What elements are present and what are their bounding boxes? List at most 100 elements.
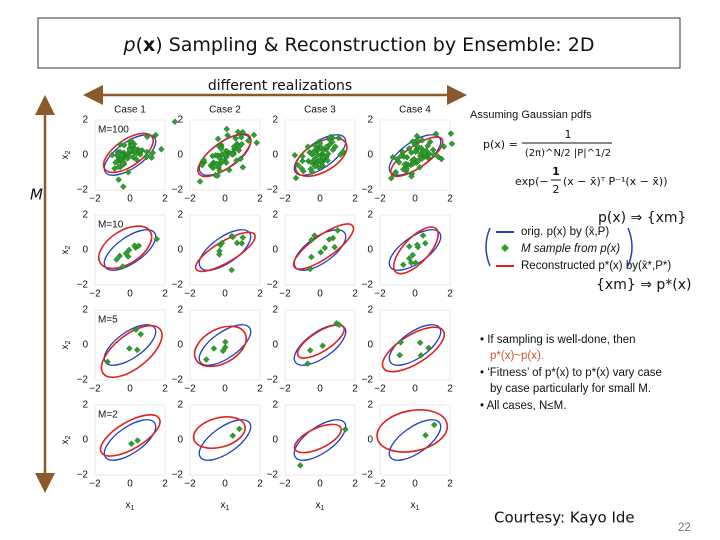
sample-point bbox=[329, 146, 337, 154]
sample-point bbox=[406, 243, 413, 250]
sample-point bbox=[108, 151, 116, 159]
y-tick-label: 0 bbox=[177, 245, 183, 256]
bullet-line: by case particularly for small M. bbox=[490, 383, 651, 395]
x-tick-label: 0 bbox=[317, 384, 323, 395]
sample-point bbox=[148, 154, 155, 161]
x-tick-label: 2 bbox=[257, 384, 263, 395]
x-tick-label: 2 bbox=[352, 479, 358, 490]
legend-text: M sample from p(x) bbox=[521, 243, 620, 255]
y-tick-label: 0 bbox=[272, 435, 278, 446]
subplot-frame bbox=[284, 404, 356, 476]
x-axis-label: x1 bbox=[411, 500, 420, 512]
sample-point bbox=[221, 344, 229, 351]
y-tick-label: 0 bbox=[177, 435, 183, 446]
sample-point bbox=[395, 158, 403, 166]
y-tick-label: 2 bbox=[82, 400, 88, 411]
reconstructed-ellipse bbox=[197, 133, 252, 178]
sample-point bbox=[221, 150, 229, 158]
sample-point bbox=[413, 241, 421, 249]
bullet-line: • If sampling is well-done, then bbox=[480, 334, 636, 346]
y-tick-label: −2 bbox=[77, 375, 89, 386]
sample-point bbox=[429, 146, 437, 154]
sample-point bbox=[152, 131, 159, 139]
x-tick-label: −2 bbox=[89, 194, 101, 205]
sample-point bbox=[238, 240, 246, 247]
x-label: x bbox=[316, 500, 321, 511]
x-tick-label: 2 bbox=[447, 384, 453, 395]
sample-point bbox=[324, 150, 332, 158]
reconstructed-ellipse bbox=[193, 325, 247, 368]
sample-point bbox=[400, 166, 407, 173]
subplot-frame bbox=[379, 404, 451, 476]
subplot-frame bbox=[94, 404, 166, 476]
sample-point bbox=[317, 144, 325, 151]
sample-point bbox=[324, 157, 331, 164]
sample-point bbox=[224, 132, 231, 139]
sample-point bbox=[294, 161, 302, 169]
sample-point bbox=[412, 259, 419, 267]
y-tick-label: 2 bbox=[272, 305, 278, 316]
sample-point bbox=[311, 162, 319, 170]
sample-point bbox=[327, 133, 334, 141]
sample-point bbox=[236, 425, 243, 433]
sample-point bbox=[421, 149, 429, 157]
x-tick-label: 0 bbox=[222, 194, 228, 205]
sample-point bbox=[250, 131, 258, 139]
y-tick-label: −2 bbox=[267, 280, 279, 291]
sample-point bbox=[397, 152, 405, 160]
y-tick-label: 0 bbox=[82, 150, 88, 161]
sample-point bbox=[335, 321, 343, 329]
x-tick-label: −2 bbox=[279, 479, 291, 490]
x-tick-label: 2 bbox=[352, 384, 358, 395]
y-axis-label: x2 bbox=[60, 435, 72, 444]
y-tick-label: −2 bbox=[267, 375, 279, 386]
x-axis-label: x1 bbox=[221, 500, 230, 512]
x-tick-label: 2 bbox=[257, 194, 263, 205]
y-tick-label: 2 bbox=[367, 115, 373, 126]
y-tick-label: 0 bbox=[272, 150, 278, 161]
bracket bbox=[627, 227, 633, 267]
subplot-frame bbox=[94, 119, 166, 191]
sample-point bbox=[325, 236, 333, 243]
sample-point bbox=[133, 346, 141, 354]
y-tick-label: −2 bbox=[172, 470, 184, 481]
sample-point bbox=[407, 259, 415, 267]
sample-point bbox=[418, 136, 426, 144]
y-tick-label: 2 bbox=[177, 210, 183, 221]
sample-point bbox=[424, 142, 432, 150]
title-part: p bbox=[123, 34, 136, 56]
x-tick-label: 2 bbox=[162, 479, 168, 490]
sample-point bbox=[417, 352, 425, 359]
y-sub: 2 bbox=[65, 435, 72, 439]
sample-point bbox=[409, 251, 417, 259]
sample-point bbox=[104, 358, 111, 366]
sample-point bbox=[307, 165, 315, 173]
x-label: x bbox=[126, 500, 131, 511]
sample-point bbox=[233, 239, 241, 247]
x-sub: 1 bbox=[226, 505, 230, 512]
sample-point bbox=[409, 160, 417, 167]
sample-point bbox=[230, 143, 238, 150]
reconstructed-ellipse bbox=[100, 324, 163, 379]
x-tick-label: 0 bbox=[412, 289, 418, 300]
legend-text: Reconstructed p*(x) by(x̄*,P*) bbox=[521, 260, 671, 272]
realizations-label: different realizations bbox=[208, 78, 352, 94]
sample-point bbox=[448, 140, 456, 147]
flow-top: p(x) ⇒ {xm} bbox=[598, 210, 686, 226]
y-tick-label: 2 bbox=[177, 305, 183, 316]
y-tick-label: −2 bbox=[267, 185, 279, 196]
x-tick-label: 0 bbox=[222, 384, 228, 395]
sample-point bbox=[203, 356, 210, 363]
reconstructed-ellipse bbox=[293, 423, 342, 454]
sample-point bbox=[412, 148, 420, 156]
x-tick-label: −2 bbox=[89, 289, 101, 300]
sample-point bbox=[298, 165, 305, 172]
case-label: Case 1 bbox=[114, 105, 146, 116]
sample-point bbox=[225, 166, 233, 174]
x-tick-label: 2 bbox=[352, 194, 358, 205]
sample-point bbox=[113, 256, 120, 263]
sample-point bbox=[234, 128, 242, 136]
sample-point bbox=[229, 432, 237, 439]
y-tick-label: −2 bbox=[172, 185, 184, 196]
sample-point bbox=[408, 173, 415, 180]
